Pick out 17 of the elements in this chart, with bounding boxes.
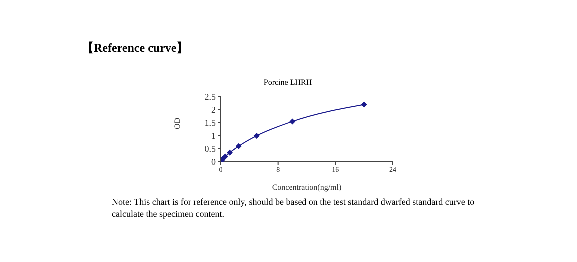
point bbox=[361, 102, 368, 108]
y-tick-label: 1 bbox=[212, 131, 216, 142]
point bbox=[254, 133, 260, 139]
chart-title: Porcine LHRH bbox=[262, 78, 314, 87]
text: Note: This chart is for reference only, should be based on the test standard dwarfed standard curve to calculate the specimen content. bbox=[112, 196, 476, 220]
y-axis-title: OD bbox=[172, 118, 182, 130]
point bbox=[226, 150, 233, 156]
x-axis-title: Concentration(ng/ml) bbox=[272, 183, 342, 192]
y-tick-label: 0 bbox=[212, 157, 216, 168]
y-tick-label: 1.5 bbox=[204, 118, 216, 128]
point bbox=[236, 143, 242, 150]
point bbox=[290, 118, 296, 125]
y-tick-label: 2.5 bbox=[204, 92, 216, 102]
y-tick-label: 2 bbox=[212, 105, 216, 116]
text: 【Reference curve】 bbox=[82, 40, 189, 57]
y-tick-label: 0.5 bbox=[204, 144, 216, 154]
point bbox=[222, 154, 228, 160]
